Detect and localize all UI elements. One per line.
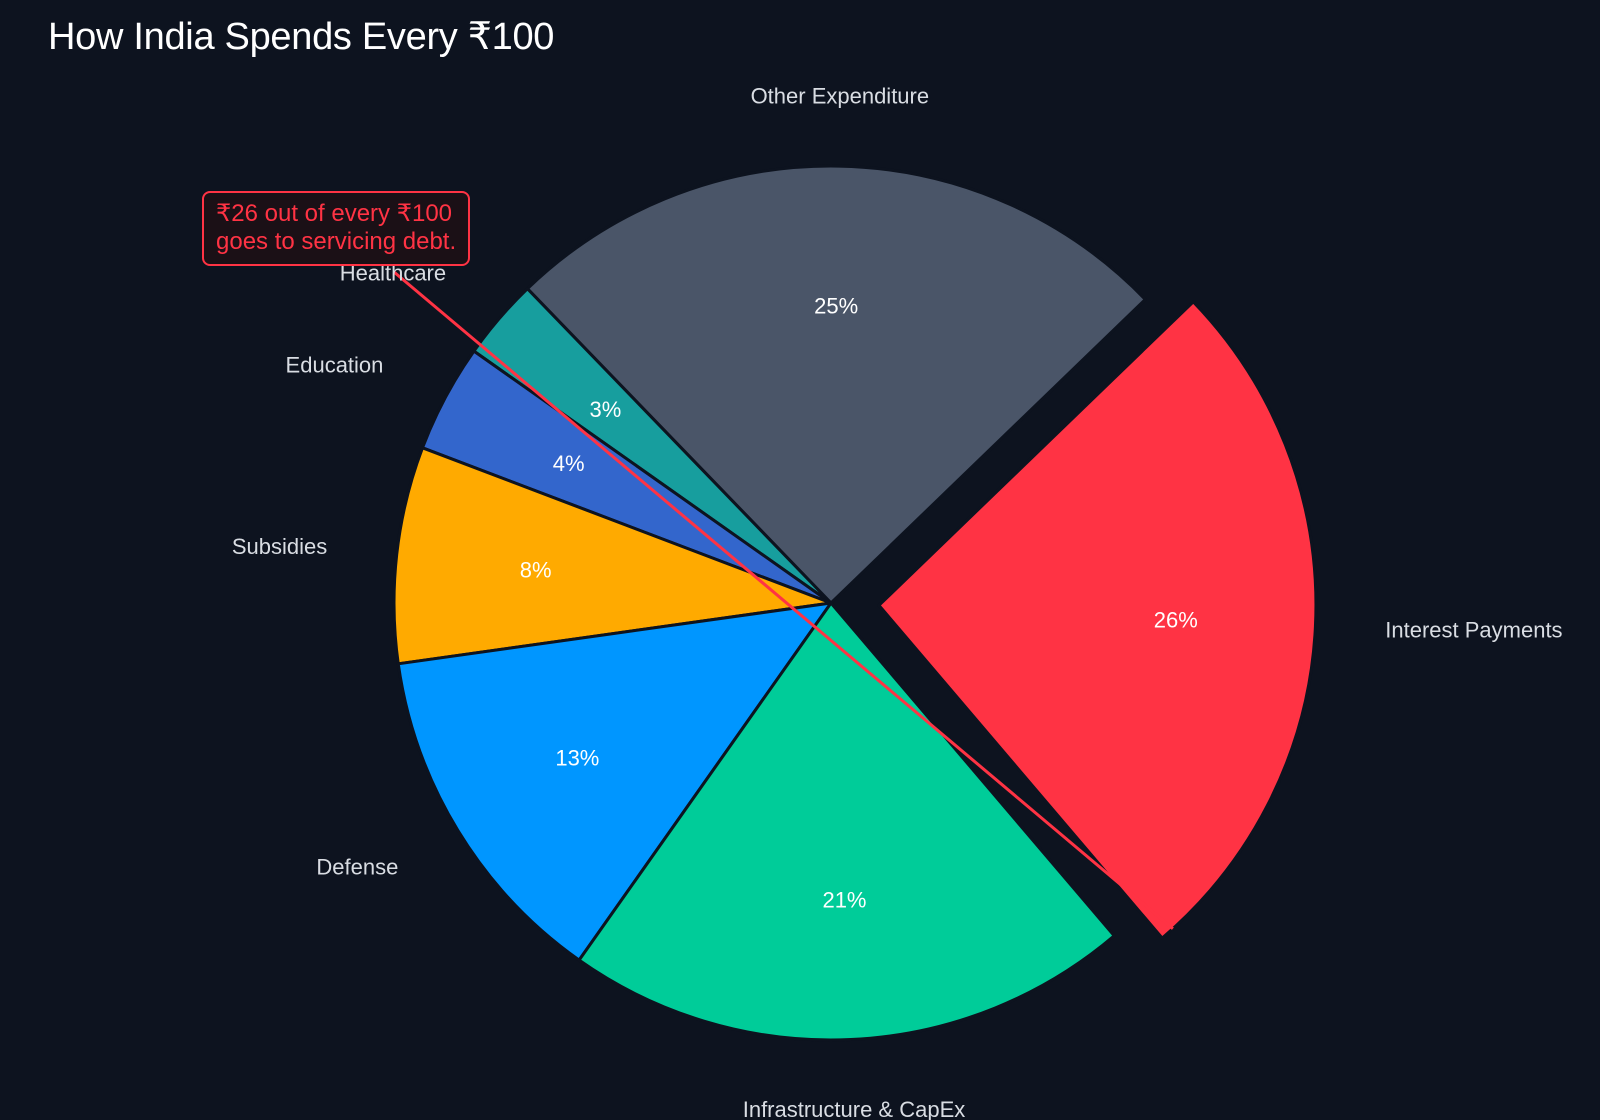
slice-infrastructure-capex <box>577 601 1116 1042</box>
slice-interest-payments <box>877 300 1318 940</box>
pie-slices <box>392 164 1318 1042</box>
interest-annotation: ₹26 out of every ₹100 goes to servicing … <box>202 191 471 266</box>
pct-label-defense: 13% <box>555 745 599 770</box>
pct-label-interest-payments: 26% <box>1154 607 1198 632</box>
pct-label-infrastructure-capex: 21% <box>822 887 866 912</box>
label-education: Education <box>286 353 384 378</box>
label-other-expenditure: Other Expenditure <box>751 84 930 109</box>
pct-label-other-expenditure: 25% <box>814 293 858 318</box>
pct-label-subsidies: 8% <box>520 557 552 582</box>
slice-defense <box>396 601 833 962</box>
annotation-arrow <box>393 270 1174 930</box>
label-infrastructure-capex: Infrastructure & CapEx <box>743 1097 966 1120</box>
chart-title: How India Spends Every ₹100 <box>48 16 555 58</box>
label-subsidies: Subsidies <box>232 534 327 559</box>
label-defense: Defense <box>316 855 398 880</box>
percentage-labels: 25% 3% 4% 8% 13% 21% 26% <box>520 293 1198 912</box>
pct-label-education: 4% <box>553 451 585 476</box>
label-interest-payments: Interest Payments <box>1385 618 1562 643</box>
pct-label-healthcare: 3% <box>589 397 621 422</box>
annotation-connector <box>393 270 1174 930</box>
slice-subsidies <box>392 446 833 666</box>
annotation-line-2: goes to servicing debt. <box>216 228 457 255</box>
slice-other-expenditure <box>525 164 1147 605</box>
annotation-line-1: ₹26 out of every ₹100 <box>216 200 453 227</box>
